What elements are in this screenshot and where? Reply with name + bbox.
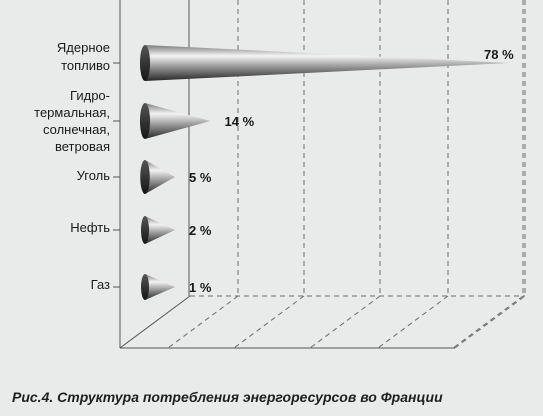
cone-bars xyxy=(113,45,510,300)
floor-left-edge xyxy=(119,295,191,349)
category-label-3: Нефть xyxy=(70,220,110,235)
value-label-1: 14 % xyxy=(225,114,255,129)
category-label-line: солнечная, xyxy=(43,122,110,137)
category-label-line: термальная, xyxy=(34,105,110,120)
cone-base-0 xyxy=(139,45,151,81)
cone-body-4 xyxy=(145,274,175,300)
cone-bar-4 xyxy=(141,274,175,300)
value-label-4: 1 % xyxy=(189,280,212,295)
cone-base-1 xyxy=(139,103,151,139)
cone-bar-1 xyxy=(139,103,211,139)
category-label-1: Гидро-термальная, солнечная, ветровая xyxy=(34,88,110,154)
category-label-line: Ядерное xyxy=(57,40,110,55)
grid-floor-right xyxy=(454,295,526,349)
category-label-4: Газ xyxy=(91,277,110,292)
category-label-line: топливо xyxy=(61,58,110,73)
cone-body-0 xyxy=(145,45,510,81)
cone-base-3 xyxy=(141,216,149,244)
cone-base-4 xyxy=(141,274,149,300)
cone-body-3 xyxy=(145,216,175,244)
grid-floor-1 xyxy=(233,295,305,349)
value-label-2: 5 % xyxy=(189,170,212,185)
category-label-line: Гидро- xyxy=(70,88,110,103)
grid-floor-0 xyxy=(167,295,239,349)
grid-floor-4 xyxy=(452,295,524,349)
cone-body-2 xyxy=(145,160,175,194)
figure-caption: Рис.4. Структура потребления энергоресур… xyxy=(12,389,443,405)
value-label-3: 2 % xyxy=(189,223,212,238)
grid-lines xyxy=(167,0,526,349)
category-label-0: Ядерное топливо xyxy=(57,40,110,73)
cone-body-1 xyxy=(145,103,211,139)
category-label-line: Уголь xyxy=(77,168,111,183)
grid-floor-2 xyxy=(309,295,381,349)
cone-bar-2 xyxy=(140,160,175,194)
cone-base-2 xyxy=(140,160,150,194)
category-label-line: Газ xyxy=(91,277,110,292)
category-label-2: Уголь xyxy=(77,168,111,183)
value-label-0: 78 % xyxy=(484,47,514,62)
grid-floor-3 xyxy=(377,295,449,349)
value-labels: 78 % 14 % 5 % 2 % 1 % xyxy=(189,47,514,295)
category-label-line: Нефть xyxy=(70,220,110,235)
category-labels: Ядерное топливо Гидро-термальная, солнечная… xyxy=(34,40,110,292)
cone-bar-3 xyxy=(141,216,175,244)
category-label-line: ветровая xyxy=(55,139,110,154)
cone-bar-0 xyxy=(139,45,510,81)
